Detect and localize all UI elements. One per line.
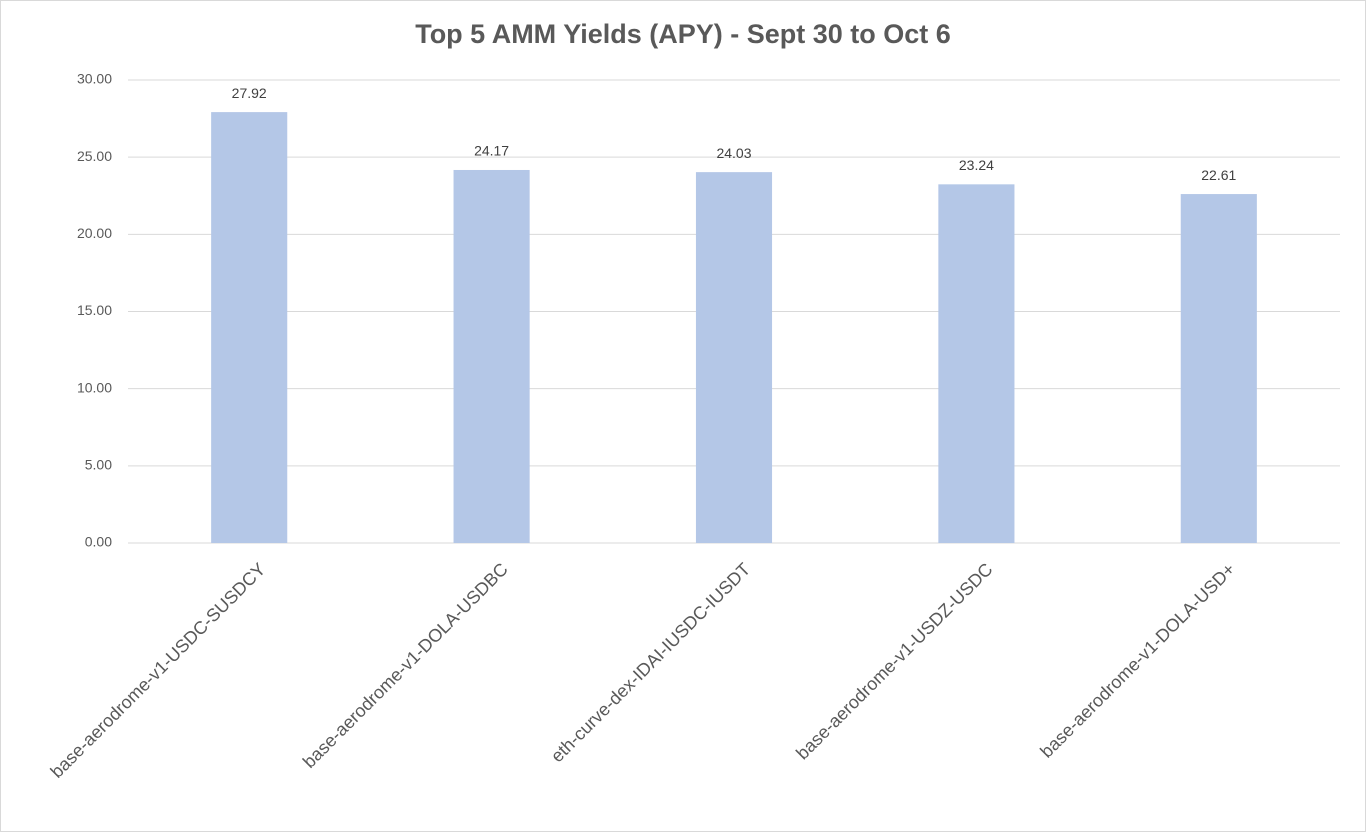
value-label: 27.92 [232,85,267,101]
y-tick-label: 5.00 [85,457,112,473]
bar [453,169,530,544]
bar [938,184,1015,543]
value-label: 22.61 [1201,167,1236,183]
bar [211,112,288,544]
value-label: 24.17 [474,143,509,159]
y-tick-label: 15.00 [77,302,112,318]
chart-title: Top 5 AMM Yields (APY) - Sept 30 to Oct … [415,19,951,49]
y-tick-label: 20.00 [77,225,112,241]
bar [1180,194,1257,543]
y-tick-label: 10.00 [77,379,112,395]
y-tick-label: 0.00 [85,534,112,550]
y-tick-label: 25.00 [77,148,112,164]
value-label: 24.03 [716,145,751,161]
bar [695,172,773,543]
y-tick-label: 30.00 [77,71,112,87]
value-label: 23.24 [959,157,994,173]
